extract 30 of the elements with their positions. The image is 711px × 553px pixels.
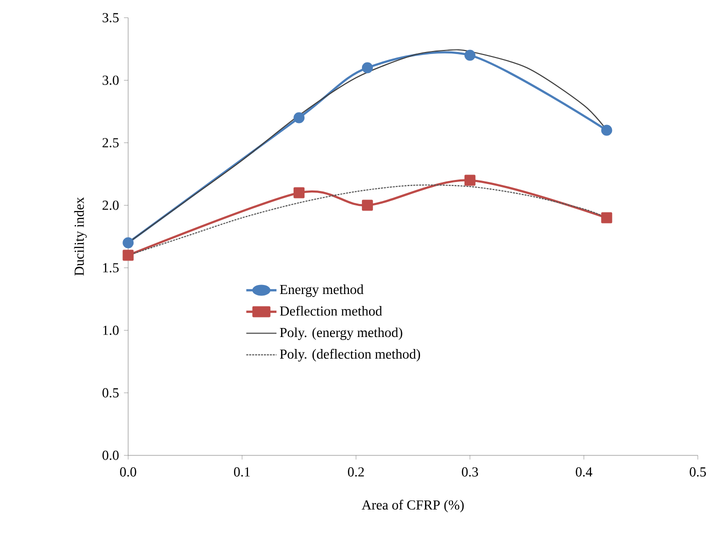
point	[601, 212, 612, 224]
y-tick-label: 0.5	[102, 388, 119, 398]
y-tick-label: 3.5	[102, 13, 119, 22]
point	[122, 237, 134, 248]
x-tick-label: 0.5	[690, 467, 706, 477]
y-tick-label: 1.5	[103, 263, 119, 272]
y-tick-label: 2.5	[102, 138, 119, 148]
point	[601, 124, 612, 136]
point	[464, 50, 476, 61]
x-tick-label: 0.2	[348, 467, 364, 477]
point	[294, 187, 305, 198]
y-tick-label: 3.0	[102, 76, 119, 85]
x-tick-label: 0.0	[120, 467, 136, 477]
legend-label: Poly. (deflection method)	[280, 348, 420, 362]
legend-label: Deflection method	[280, 306, 382, 316]
point	[362, 62, 373, 74]
y-tick-label: 2.0	[102, 200, 119, 210]
point	[362, 200, 373, 211]
point	[294, 112, 305, 124]
y-tick-label: 1.0	[103, 326, 119, 336]
point	[122, 250, 134, 261]
y-tick-label: 0.0	[102, 450, 119, 460]
legend-label: Energy method	[280, 284, 364, 297]
x-tick-label: 0.4	[576, 467, 592, 477]
x-axis-title: Area of CFRP (%)	[362, 500, 464, 512]
x-tick-label: 0.3	[462, 467, 478, 477]
y-axis-title: Ducility index	[74, 197, 87, 276]
x-tick-label: 0.1	[234, 467, 250, 477]
legend-label: Poly. (energy method)	[280, 327, 402, 340]
point	[464, 174, 476, 186]
